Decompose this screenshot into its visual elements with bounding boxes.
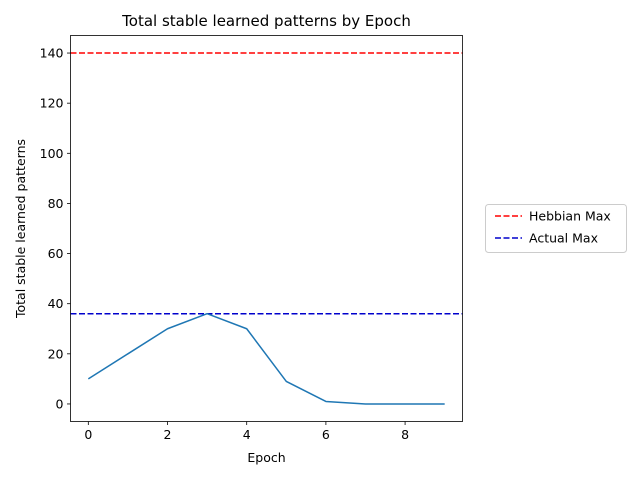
y-tick-label-0: 0	[56, 396, 64, 411]
y-tick-label-140: 140	[40, 46, 64, 61]
y-tick-label-120: 120	[40, 96, 64, 111]
y-tick-label-100: 100	[40, 146, 64, 161]
x-tick-label-6: 6	[322, 427, 330, 442]
x-axis-label: Epoch	[247, 450, 285, 465]
y-tick-label-40: 40	[48, 296, 64, 311]
y-tick-label-80: 80	[48, 196, 64, 211]
y-tick-label-20: 20	[48, 346, 64, 361]
legend-label-1: Actual Max	[529, 231, 598, 246]
series-line-0	[87, 312, 445, 405]
x-tick-label-0: 0	[84, 427, 92, 442]
plot-frame	[70, 35, 463, 422]
x-tick-label-2: 2	[164, 427, 172, 442]
legend: Hebbian Max Actual Max	[485, 204, 627, 253]
y-tick-label-60: 60	[48, 246, 64, 261]
x-tick-label-4: 4	[243, 427, 251, 442]
y-axis-label: Total stable learned patterns	[13, 139, 28, 319]
x-tick-label-8: 8	[401, 427, 409, 442]
legend-label-0: Hebbian Max	[529, 209, 611, 224]
chart-title: Total stable learned patterns by Epoch	[121, 12, 411, 30]
